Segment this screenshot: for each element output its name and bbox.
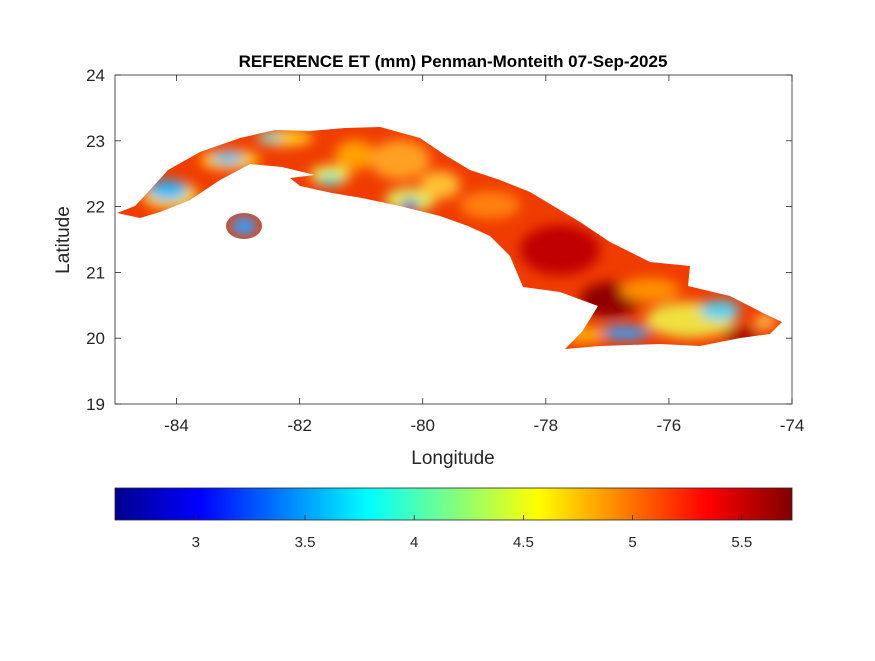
y-tick-labels: 19 20 21 22 23 24 bbox=[86, 66, 105, 414]
y-tick-label: 20 bbox=[86, 329, 105, 348]
colorbar bbox=[114, 487, 793, 521]
x-tick-label: -82 bbox=[287, 416, 312, 435]
y-tick-label: 21 bbox=[86, 263, 105, 282]
colorbar-tick-label: 5 bbox=[628, 534, 636, 551]
x-axis-label: Longitude bbox=[411, 448, 494, 469]
x-tick-label: -84 bbox=[164, 416, 189, 435]
colorbar-tick-label: 3 bbox=[192, 534, 200, 551]
y-tick-label: 24 bbox=[86, 66, 105, 85]
x-tick-label: -74 bbox=[780, 416, 805, 435]
y-axis-label: Latitude bbox=[53, 206, 74, 274]
colorbar-tick-label: 4 bbox=[410, 534, 418, 551]
axis-ticks bbox=[115, 74, 793, 405]
y-tick-label: 23 bbox=[86, 132, 105, 151]
colorbar-tick-label: 3.5 bbox=[295, 534, 316, 551]
x-tick-label: -76 bbox=[657, 416, 682, 435]
colorbar-ticks: 3 3.5 4 4.5 5 5.5 bbox=[192, 515, 752, 551]
x-tick-label: -78 bbox=[534, 416, 559, 435]
colorbar-tick-label: 5.5 bbox=[731, 534, 752, 551]
y-tick-label: 19 bbox=[86, 395, 105, 414]
x-tick-label: -80 bbox=[410, 416, 435, 435]
x-tick-labels: -84 -82 -80 -78 -76 -74 bbox=[164, 416, 804, 435]
plot-area bbox=[114, 74, 793, 405]
chart-title: REFERENCE ET (mm) Penman-Monteith 07-Sep… bbox=[239, 52, 668, 71]
y-tick-label: 22 bbox=[86, 198, 105, 217]
colorbar-tick-label: 4.5 bbox=[513, 534, 534, 551]
